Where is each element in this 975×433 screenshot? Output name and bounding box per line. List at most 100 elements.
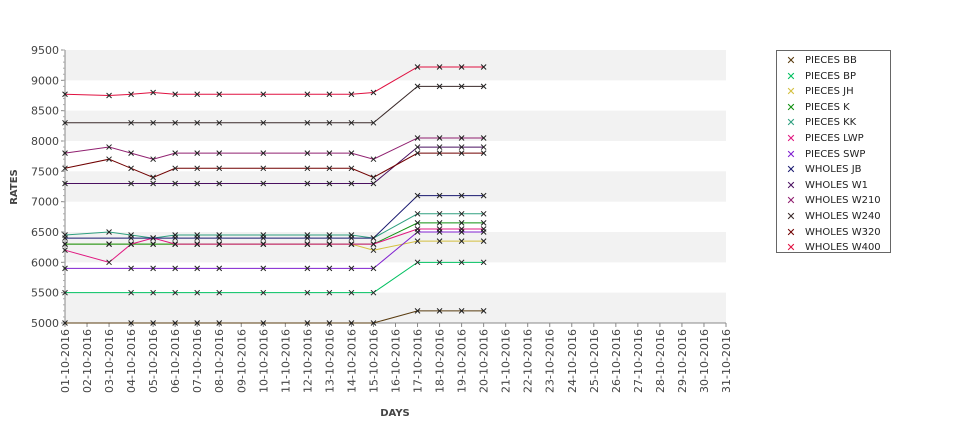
data-point-marker: [458, 83, 465, 90]
data-point-marker: [216, 289, 223, 296]
series-line: [64, 66, 484, 97]
data-point: [62, 320, 68, 326]
data-point-marker: [194, 241, 201, 247]
data-point: [436, 238, 443, 244]
data-point: [304, 241, 311, 247]
data-point-marker: [172, 150, 179, 156]
data-point: [260, 289, 267, 296]
data-point-marker: [370, 156, 377, 163]
data-point-marker: [128, 91, 134, 98]
data-point-marker: [370, 174, 377, 181]
data-point: [106, 229, 112, 235]
data-point-marker: [150, 180, 156, 187]
data-point-marker: [128, 119, 134, 126]
data-point-marker: [150, 320, 156, 326]
data-point-marker: [370, 241, 377, 247]
data-point: [480, 238, 487, 244]
legend-marker-icon: ✕: [786, 100, 796, 114]
data-point: [480, 308, 487, 314]
x-tick-label: 02-10-2016: [81, 329, 94, 393]
data-point-marker: [128, 320, 134, 326]
data-point: [414, 220, 421, 226]
x-tick-label: 30-10-2016: [698, 329, 711, 393]
legend-label: PIECES BB: [805, 55, 857, 66]
data-point-marker: [480, 238, 487, 244]
legend-marker-icon: ✕: [786, 132, 796, 145]
legend-label: WHOLES W400: [805, 242, 881, 254]
y-tick-label: 9500: [31, 44, 59, 57]
data-point: [370, 174, 377, 181]
data-point: [480, 150, 487, 156]
data-point: [172, 235, 179, 241]
data-point-marker: [172, 235, 179, 241]
data-point: [480, 83, 487, 90]
data-point-marker: [172, 241, 179, 247]
data-point-marker: [62, 180, 68, 187]
legend-marker-icon: ✕: [786, 147, 796, 161]
data-point: [414, 210, 421, 217]
data-point: [480, 259, 487, 266]
data-point-marker: [458, 135, 465, 141]
x-tick-label: 01-10-2016: [59, 329, 72, 393]
data-point: [326, 165, 333, 172]
legend-marker-icon: ✕: [786, 163, 796, 177]
data-point: [348, 119, 355, 126]
data-point: [128, 265, 134, 272]
data-point-marker: [480, 259, 487, 266]
data-point-marker: [414, 308, 421, 314]
data-point: [458, 64, 465, 70]
data-point: [326, 320, 333, 326]
data-point: [128, 241, 134, 247]
data-point-marker: [348, 289, 355, 296]
x-tick-label: 28-10-2016: [654, 329, 667, 393]
legend-item: ✕ PIECES K: [781, 100, 849, 115]
data-point-marker: [128, 235, 134, 241]
data-point: [348, 91, 355, 98]
data-point: [62, 150, 68, 156]
data-point: [194, 235, 201, 241]
data-point: [304, 289, 311, 296]
data-point-marker: [62, 165, 68, 172]
data-point-marker: [106, 156, 112, 163]
data-point: [436, 135, 443, 141]
data-point-marker: [414, 64, 421, 70]
legend-item: ✕ WHOLES JB: [781, 162, 861, 177]
data-point-marker: [348, 165, 355, 172]
data-point-marker: [62, 265, 68, 272]
data-point-marker: [106, 144, 112, 150]
data-point: [62, 119, 68, 126]
data-point-marker: [414, 229, 421, 235]
data-point-marker: [370, 247, 377, 254]
data-point: [326, 180, 333, 187]
x-tick-label: 13-10-2016: [323, 329, 336, 393]
data-point: [458, 83, 465, 90]
data-point-marker: [216, 320, 223, 326]
data-point: [128, 165, 134, 172]
data-point-marker: [172, 289, 179, 296]
data-point-marker: [304, 165, 311, 172]
data-point-marker: [216, 165, 223, 172]
data-point: [194, 91, 201, 98]
data-point-marker: [260, 119, 267, 126]
data-point: [128, 235, 134, 241]
data-point: [436, 308, 443, 314]
x-tick-label: 24-10-2016: [566, 329, 579, 393]
data-point: [128, 180, 134, 187]
y-tick-label: 9000: [31, 74, 59, 87]
data-point: [304, 91, 311, 98]
data-point: [216, 150, 223, 156]
data-point-marker: [348, 235, 355, 241]
data-point-marker: [216, 241, 223, 247]
data-point: [436, 64, 443, 70]
x-tick-label: 06-10-2016: [169, 329, 182, 393]
data-point: [194, 320, 201, 326]
data-point-marker: [194, 165, 201, 172]
series-line: [64, 137, 484, 160]
data-point: [458, 192, 465, 199]
data-point-marker: [304, 119, 311, 126]
data-point: [62, 247, 68, 254]
series-line: [64, 213, 484, 239]
data-point-marker: [414, 220, 421, 226]
data-point-marker: [458, 144, 465, 150]
x-tick-label: 09-10-2016: [235, 329, 248, 393]
